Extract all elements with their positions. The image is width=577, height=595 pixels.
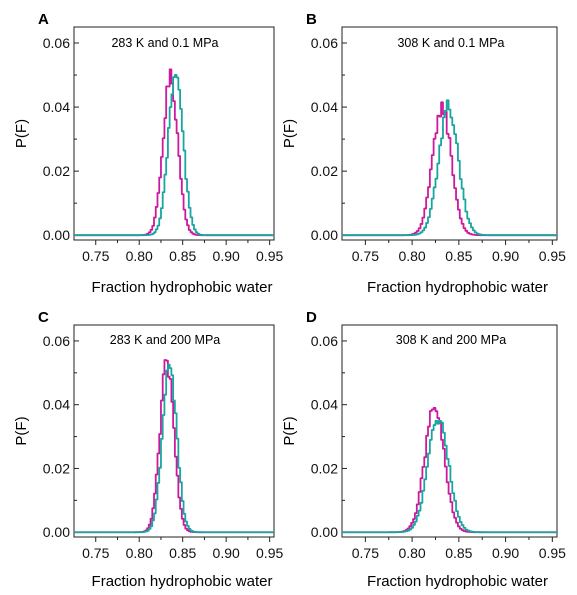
y-axis-label: P(F) <box>281 416 298 445</box>
x-tick-label: 0.95 <box>256 545 283 561</box>
panel-letter: C <box>38 309 49 326</box>
y-tick-label: 0.02 <box>311 163 338 179</box>
plot-frame <box>73 324 275 538</box>
y-axis-label: P(F) <box>281 119 298 148</box>
y-tick-label: 0.04 <box>311 99 338 115</box>
x-tick-label: 0.95 <box>539 545 566 561</box>
panel-annotation: 283 K and 200 MPa <box>110 333 221 347</box>
x-tick-label: 0.95 <box>539 248 566 264</box>
series-magenta-curve <box>74 68 274 237</box>
x-tick-label: 0.75 <box>82 545 109 561</box>
y-tick-label: 0.06 <box>43 333 70 349</box>
y-axis-label: P(F) <box>13 119 30 148</box>
series-magenta-curve <box>74 359 274 534</box>
x-tick-label: 0.75 <box>82 248 109 264</box>
y-tick-label: 0.04 <box>43 397 70 413</box>
x-tick-label: 0.85 <box>445 545 472 561</box>
panel-annotation: 308 K and 200 MPa <box>396 333 507 347</box>
y-tick-label: 0.02 <box>311 460 338 476</box>
y-tick-label: 0.00 <box>43 227 70 243</box>
x-axis-label: Fraction hydrophobic water <box>367 279 548 296</box>
x-tick-label: 0.80 <box>126 545 153 561</box>
y-tick-label: 0.00 <box>311 524 338 540</box>
x-tick-label: 0.85 <box>169 248 196 264</box>
series-teal-curve <box>74 74 274 237</box>
y-axis-label: P(F) <box>13 416 30 445</box>
x-tick-label: 0.95 <box>256 248 283 264</box>
x-tick-label: 0.80 <box>126 248 153 264</box>
y-tick-label: 0.02 <box>43 460 70 476</box>
y-tick-label: 0.02 <box>43 163 70 179</box>
x-tick-label: 0.90 <box>492 248 519 264</box>
panel-d: D 0.00 0.02 0.04 0.06 0.75 0.80 0.85 0.90 0.95 308… <box>281 309 566 590</box>
x-axis-label: Fraction hydrophobic water <box>367 573 548 590</box>
series-magenta-curve <box>342 101 557 237</box>
panel-letter: B <box>306 11 317 28</box>
x-tick-label: 0.90 <box>213 248 240 264</box>
x-tick-label: 0.90 <box>213 545 240 561</box>
x-axis-label: Fraction hydrophobic water <box>92 573 273 590</box>
y-tick-label: 0.04 <box>311 397 338 413</box>
panel-b: B 0.00 0.02 0.04 0.06 0.75 0.80 0.85 0.90 0.95 308… <box>281 11 566 296</box>
panel-a: A 0.00 0.02 0.04 0.06 0.75 0.80 0.85 0.90 0.95 283… <box>13 11 283 296</box>
plot-frame <box>341 26 558 241</box>
x-tick-label: 0.80 <box>398 545 425 561</box>
plot-frame <box>341 324 558 538</box>
x-tick-label: 0.80 <box>398 248 425 264</box>
series-teal-curve <box>342 99 557 237</box>
y-tick-label: 0.00 <box>43 524 70 540</box>
x-tick-label: 0.85 <box>445 248 472 264</box>
panel-c: C 0.00 0.02 0.04 0.06 0.75 0.80 0.85 0.90 0.95 283… <box>13 309 283 590</box>
y-tick-label: 0.00 <box>311 227 338 243</box>
panel-annotation: 283 K and 0.1 MPa <box>111 36 218 50</box>
y-tick-label: 0.06 <box>311 35 338 51</box>
x-tick-label: 0.75 <box>352 545 379 561</box>
x-tick-label: 0.90 <box>492 545 519 561</box>
x-tick-label: 0.75 <box>352 248 379 264</box>
y-tick-label: 0.04 <box>43 99 70 115</box>
y-tick-label: 0.06 <box>311 333 338 349</box>
y-tick-label: 0.06 <box>43 35 70 51</box>
series-teal-curve <box>342 419 557 534</box>
panel-letter: D <box>306 309 317 326</box>
x-tick-label: 0.85 <box>169 545 196 561</box>
x-axis-label: Fraction hydrophobic water <box>92 279 273 296</box>
series-teal-curve <box>74 363 274 534</box>
plot-frame <box>73 26 275 241</box>
panel-annotation: 308 K and 0.1 MPa <box>397 36 504 50</box>
panel-letter: A <box>38 11 49 28</box>
